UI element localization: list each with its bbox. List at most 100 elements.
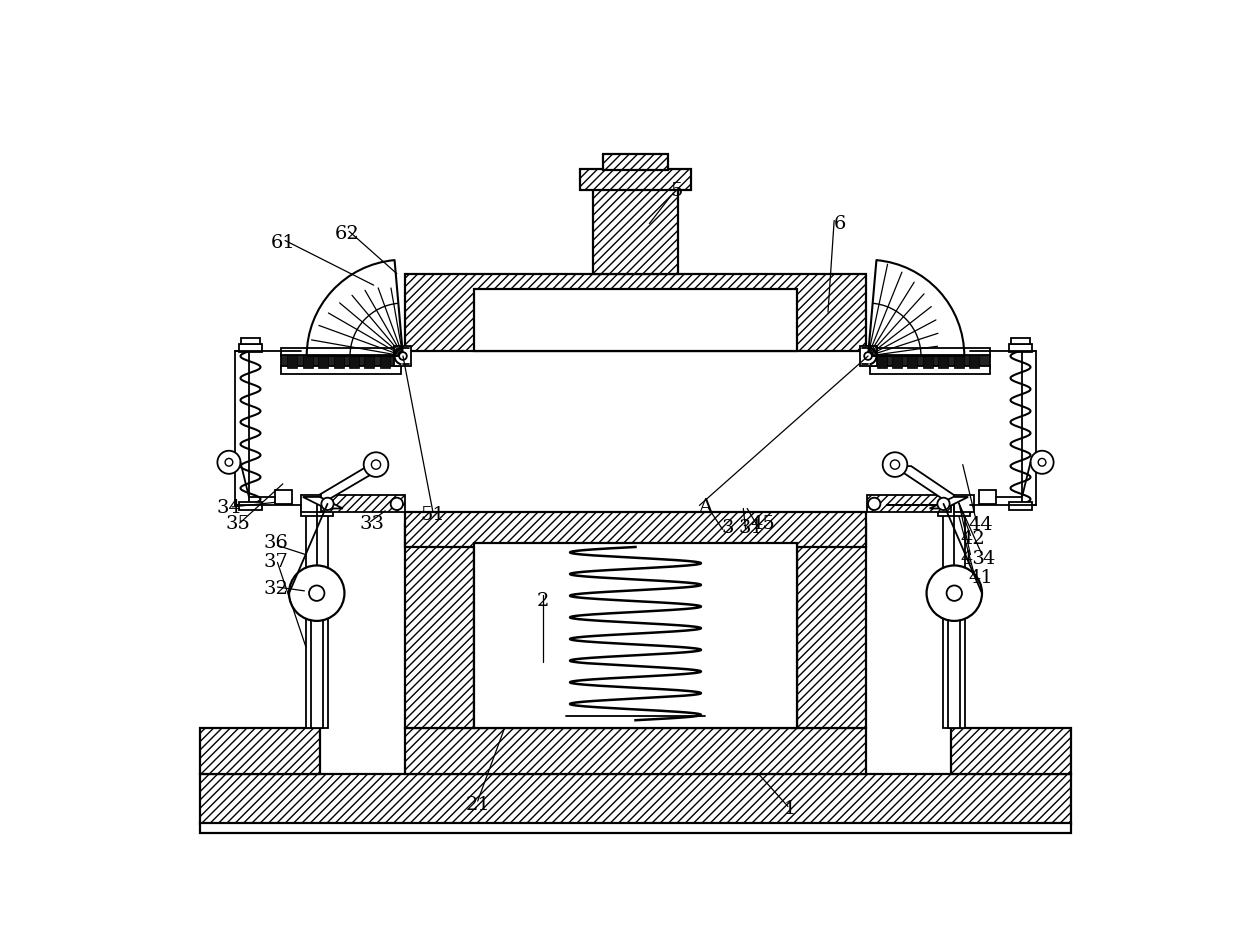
Circle shape bbox=[309, 585, 325, 601]
Text: 51: 51 bbox=[420, 506, 445, 524]
Circle shape bbox=[399, 353, 405, 359]
Bar bbox=[394, 346, 410, 366]
Circle shape bbox=[864, 352, 872, 360]
Circle shape bbox=[866, 353, 872, 359]
Bar bbox=[303, 355, 312, 367]
Bar bbox=[939, 505, 971, 516]
Bar bbox=[1009, 345, 1032, 352]
Polygon shape bbox=[303, 466, 386, 505]
Text: 62: 62 bbox=[335, 225, 360, 243]
Bar bbox=[870, 355, 990, 367]
Bar bbox=[334, 355, 343, 367]
Circle shape bbox=[226, 459, 233, 466]
Bar bbox=[951, 728, 1070, 774]
Text: 32: 32 bbox=[263, 581, 289, 598]
Bar bbox=[242, 338, 259, 345]
Bar bbox=[281, 366, 401, 374]
Bar bbox=[870, 366, 990, 374]
Text: 3: 3 bbox=[722, 519, 734, 537]
Text: 44: 44 bbox=[968, 516, 993, 534]
Bar bbox=[1022, 350, 1035, 505]
Bar bbox=[379, 355, 389, 367]
Bar bbox=[603, 153, 668, 170]
Circle shape bbox=[372, 460, 381, 469]
Bar bbox=[870, 348, 990, 356]
Circle shape bbox=[1030, 450, 1054, 474]
Circle shape bbox=[321, 498, 334, 510]
Text: 43: 43 bbox=[960, 549, 986, 567]
Bar bbox=[939, 355, 949, 367]
Bar bbox=[593, 188, 678, 273]
Circle shape bbox=[937, 498, 950, 510]
Bar bbox=[580, 169, 691, 190]
Bar bbox=[954, 355, 963, 367]
Circle shape bbox=[883, 452, 908, 477]
Text: 45: 45 bbox=[750, 515, 775, 533]
Bar bbox=[908, 355, 918, 367]
Circle shape bbox=[399, 352, 407, 360]
Circle shape bbox=[868, 498, 880, 510]
Circle shape bbox=[363, 452, 388, 477]
Bar bbox=[474, 289, 797, 350]
Circle shape bbox=[926, 565, 982, 621]
Bar bbox=[797, 524, 867, 728]
Bar bbox=[404, 512, 867, 547]
Bar bbox=[236, 350, 249, 505]
Text: 4: 4 bbox=[982, 549, 994, 567]
Bar bbox=[365, 355, 374, 367]
Text: 41: 41 bbox=[968, 568, 993, 586]
Bar bbox=[281, 355, 401, 367]
Bar bbox=[867, 495, 951, 512]
Text: 6: 6 bbox=[833, 214, 846, 232]
Bar bbox=[201, 728, 320, 774]
Bar bbox=[239, 345, 262, 352]
Text: 36: 36 bbox=[263, 534, 289, 552]
Bar bbox=[319, 355, 329, 367]
Bar bbox=[877, 355, 887, 367]
Bar bbox=[281, 348, 401, 356]
Bar bbox=[978, 490, 996, 504]
Text: 21: 21 bbox=[465, 796, 490, 814]
Bar bbox=[201, 774, 1070, 824]
Circle shape bbox=[890, 460, 899, 469]
Bar bbox=[892, 355, 901, 367]
Text: 33: 33 bbox=[360, 515, 384, 533]
Bar bbox=[944, 512, 965, 728]
Text: 42: 42 bbox=[961, 530, 985, 548]
Text: 34: 34 bbox=[217, 500, 242, 518]
Text: A: A bbox=[698, 498, 712, 516]
Text: 61: 61 bbox=[270, 234, 295, 252]
Text: 35: 35 bbox=[226, 515, 250, 533]
Bar bbox=[300, 495, 321, 512]
Bar bbox=[275, 490, 293, 504]
Bar bbox=[310, 608, 322, 728]
Circle shape bbox=[391, 498, 403, 510]
Bar bbox=[404, 273, 867, 350]
Polygon shape bbox=[930, 497, 968, 508]
Circle shape bbox=[946, 585, 962, 601]
Text: 37: 37 bbox=[263, 553, 289, 571]
Bar bbox=[288, 355, 298, 367]
Text: 2: 2 bbox=[537, 592, 549, 610]
Bar bbox=[404, 524, 474, 728]
Bar bbox=[949, 608, 961, 728]
Bar bbox=[350, 355, 360, 367]
Circle shape bbox=[1038, 459, 1045, 466]
Bar bbox=[306, 512, 327, 728]
Circle shape bbox=[217, 450, 241, 474]
Text: 1: 1 bbox=[784, 800, 796, 818]
Bar bbox=[474, 544, 797, 728]
Bar bbox=[320, 495, 404, 512]
Text: 5: 5 bbox=[670, 182, 682, 200]
Bar bbox=[239, 503, 262, 510]
Bar bbox=[1009, 503, 1032, 510]
Bar bbox=[404, 728, 867, 774]
Bar bbox=[201, 823, 1070, 833]
Bar bbox=[923, 355, 932, 367]
Bar bbox=[861, 346, 877, 366]
Polygon shape bbox=[303, 497, 343, 508]
Bar bbox=[954, 495, 973, 512]
Bar bbox=[1012, 338, 1029, 345]
Bar bbox=[968, 355, 978, 367]
Bar bbox=[300, 505, 332, 516]
